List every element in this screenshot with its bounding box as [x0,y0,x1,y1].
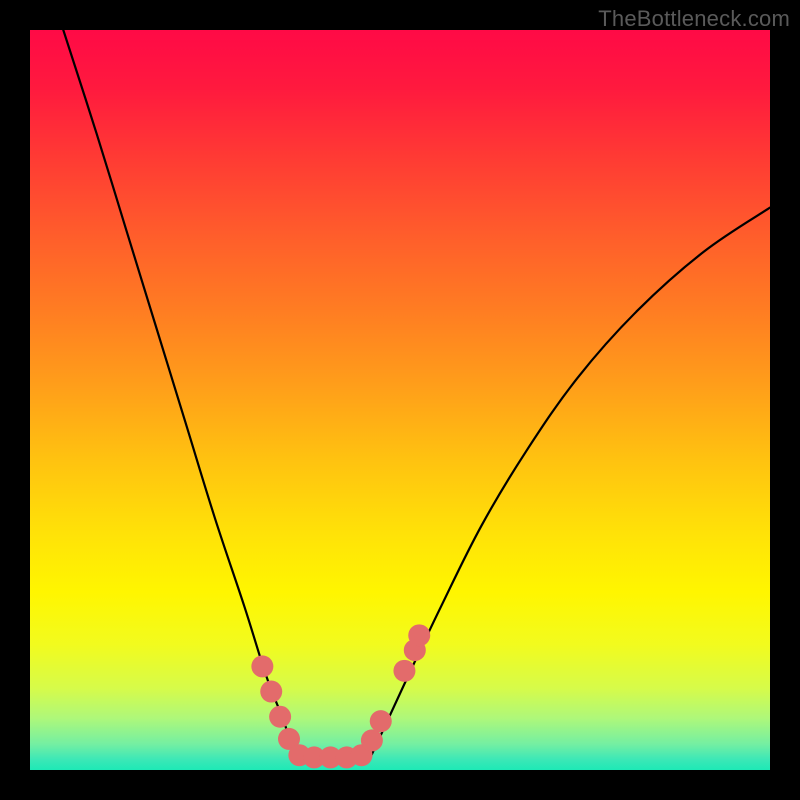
marker-left-2 [269,706,291,728]
marker-right-0 [393,660,415,682]
bottleneck-chart-svg [0,0,800,800]
marker-left-10 [370,710,392,732]
chart-container: TheBottleneck.com [0,0,800,800]
plot-background [30,30,770,770]
marker-left-0 [251,655,273,677]
marker-right-2 [408,624,430,646]
marker-left-1 [260,681,282,703]
marker-left-9 [361,729,383,751]
